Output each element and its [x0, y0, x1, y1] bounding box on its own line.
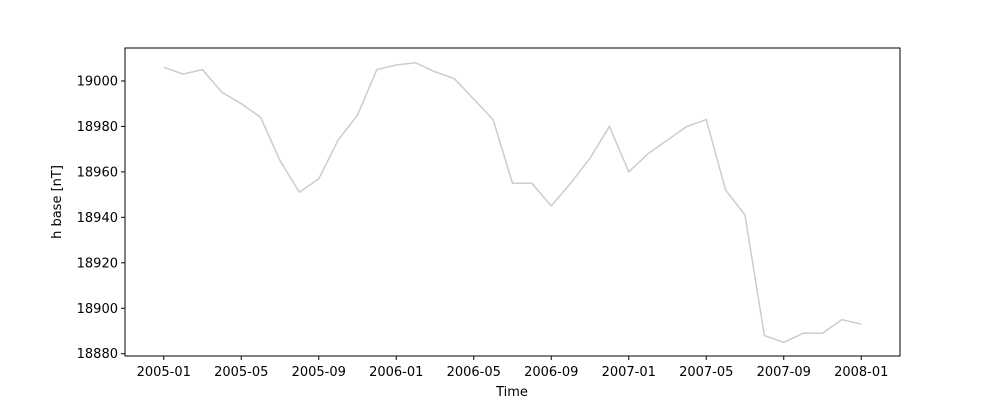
x-tick-label: 2006-09 [524, 365, 578, 380]
x-tick-label: 2007-05 [679, 365, 733, 380]
x-tick-label: 2006-01 [369, 365, 423, 380]
y-tick-label: 18920 [77, 256, 118, 271]
x-tick-label: 2005-05 [214, 365, 268, 380]
x-tick-label: 2007-01 [602, 365, 656, 380]
x-tick-label: 2006-05 [447, 365, 501, 380]
y-tick-label: 18960 [77, 165, 118, 180]
plot-frame [124, 47, 901, 357]
y-axis-label: h base [nT] [50, 165, 65, 239]
y-tick-label: 19000 [77, 74, 118, 89]
y-tick-label: 18980 [77, 120, 118, 135]
x-axis-label: Time [495, 385, 528, 400]
x-tick-label: 2005-01 [137, 365, 191, 380]
data-line [163, 62, 862, 344]
x-tick-label: 2008-01 [834, 365, 888, 380]
x-tick-label: 2005-09 [292, 365, 346, 380]
y-tick-label: 18900 [77, 302, 118, 317]
y-tick-label: 18880 [77, 347, 118, 362]
y-tick-label: 18940 [77, 211, 118, 226]
x-tick-label: 2007-09 [757, 365, 811, 380]
